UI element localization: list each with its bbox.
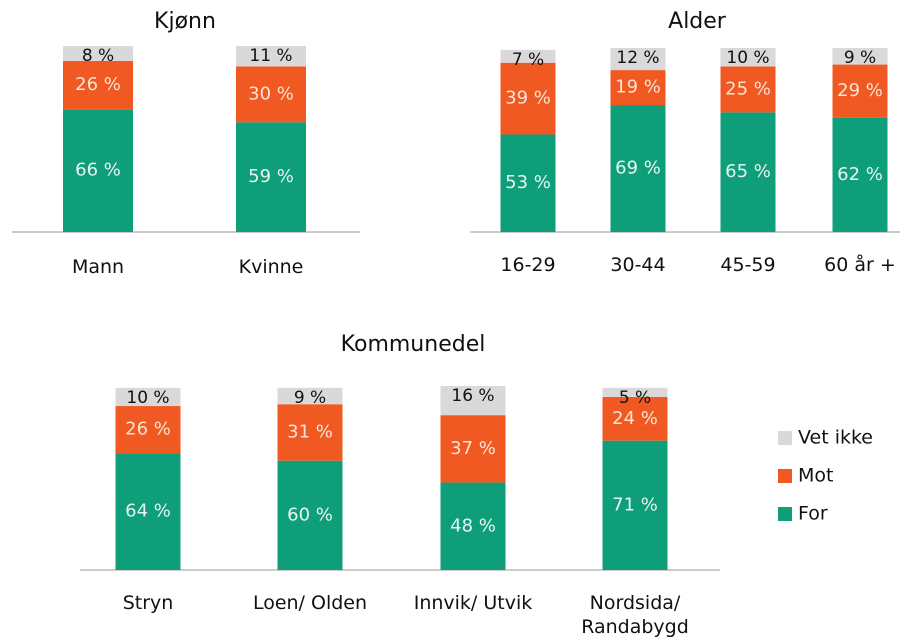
bar-segment: [832, 117, 888, 232]
bar-segment: [720, 48, 776, 67]
bar-segment: [720, 66, 776, 113]
bar-segment: [832, 48, 888, 65]
value-label: 26 %: [125, 419, 171, 440]
legend-label: For: [798, 503, 828, 525]
bar-segment: [602, 440, 668, 570]
bar-segment: [610, 105, 666, 232]
value-label: 10 %: [126, 388, 169, 408]
value-label: 53 %: [505, 172, 551, 193]
bar-segment: [440, 415, 506, 483]
chart-title: Kjønn: [154, 9, 216, 34]
value-label: 8 %: [82, 46, 114, 66]
bar-segment: [500, 49, 556, 63]
value-label: 9 %: [294, 388, 326, 408]
category-label: 16-29: [500, 254, 556, 276]
value-label: 60 %: [287, 504, 333, 525]
value-label: 69 %: [615, 158, 661, 179]
legend-label: Mot: [798, 465, 833, 487]
value-label: 39 %: [505, 88, 551, 109]
bar-segment: [277, 404, 343, 461]
category-label: Nordsida/ Randabygd: [581, 592, 689, 638]
bar-segment: [832, 64, 888, 118]
bar-segment: [610, 70, 666, 106]
legend-label: Vet ikke: [798, 427, 873, 449]
bar-segment: [277, 460, 343, 570]
category-label: Mann: [71, 256, 125, 278]
category-label: 30-44: [610, 254, 666, 276]
bar-segment: [602, 387, 668, 397]
legend-swatch: [778, 469, 792, 483]
bar-segment: [236, 46, 306, 67]
value-label: 66 %: [75, 160, 121, 181]
category-label: Stryn: [122, 592, 174, 614]
value-label: 31 %: [287, 421, 333, 442]
bar-segment: [236, 66, 306, 123]
bar-segment: [500, 62, 556, 135]
value-label: 5 %: [619, 388, 651, 408]
legend-swatch: [778, 507, 792, 521]
bar-segment: [236, 122, 306, 232]
value-label: 65 %: [725, 161, 771, 182]
value-label: 7 %: [512, 50, 544, 70]
bar-segment: [277, 387, 343, 405]
value-label: 62 %: [837, 164, 883, 185]
value-label: 59 %: [248, 166, 294, 187]
value-label: 30 %: [248, 83, 294, 104]
value-label: 48 %: [450, 515, 496, 536]
value-label: 12 %: [616, 48, 659, 68]
bar-segment: [63, 109, 133, 232]
bar-segment: [610, 48, 666, 71]
bar-segment: [602, 396, 668, 441]
legend-swatch: [778, 431, 792, 445]
value-label: 19 %: [615, 77, 661, 98]
value-label: 10 %: [726, 48, 769, 68]
category-label: Innvik/ Utvik: [413, 592, 533, 614]
category-label: Loen/ Olden: [252, 592, 368, 614]
value-label: 25 %: [725, 78, 771, 99]
value-label: 37 %: [450, 438, 496, 459]
category-label: Kvinne: [238, 256, 304, 278]
chart-title: Alder: [668, 9, 727, 34]
value-label: 64 %: [125, 501, 171, 522]
bar-segment: [115, 453, 181, 570]
value-label: 9 %: [844, 48, 876, 68]
bar-segment: [720, 112, 776, 232]
bar-segment: [115, 387, 181, 407]
category-label: 60 år +: [824, 254, 896, 276]
value-label: 24 %: [612, 408, 658, 429]
value-label: 26 %: [75, 74, 121, 95]
bar-segment: [440, 386, 506, 416]
value-label: 11 %: [249, 46, 292, 66]
value-label: 29 %: [837, 80, 883, 101]
value-label: 16 %: [451, 386, 494, 406]
chart-title: Kommunedel: [341, 332, 486, 357]
category-label: 45-59: [720, 254, 776, 276]
bar-segment: [63, 46, 133, 61]
value-label: 71 %: [612, 494, 658, 515]
bar-segment: [500, 134, 556, 232]
bar-segment: [115, 406, 181, 454]
bar-segment: [63, 60, 133, 110]
bar-segment: [440, 482, 506, 570]
